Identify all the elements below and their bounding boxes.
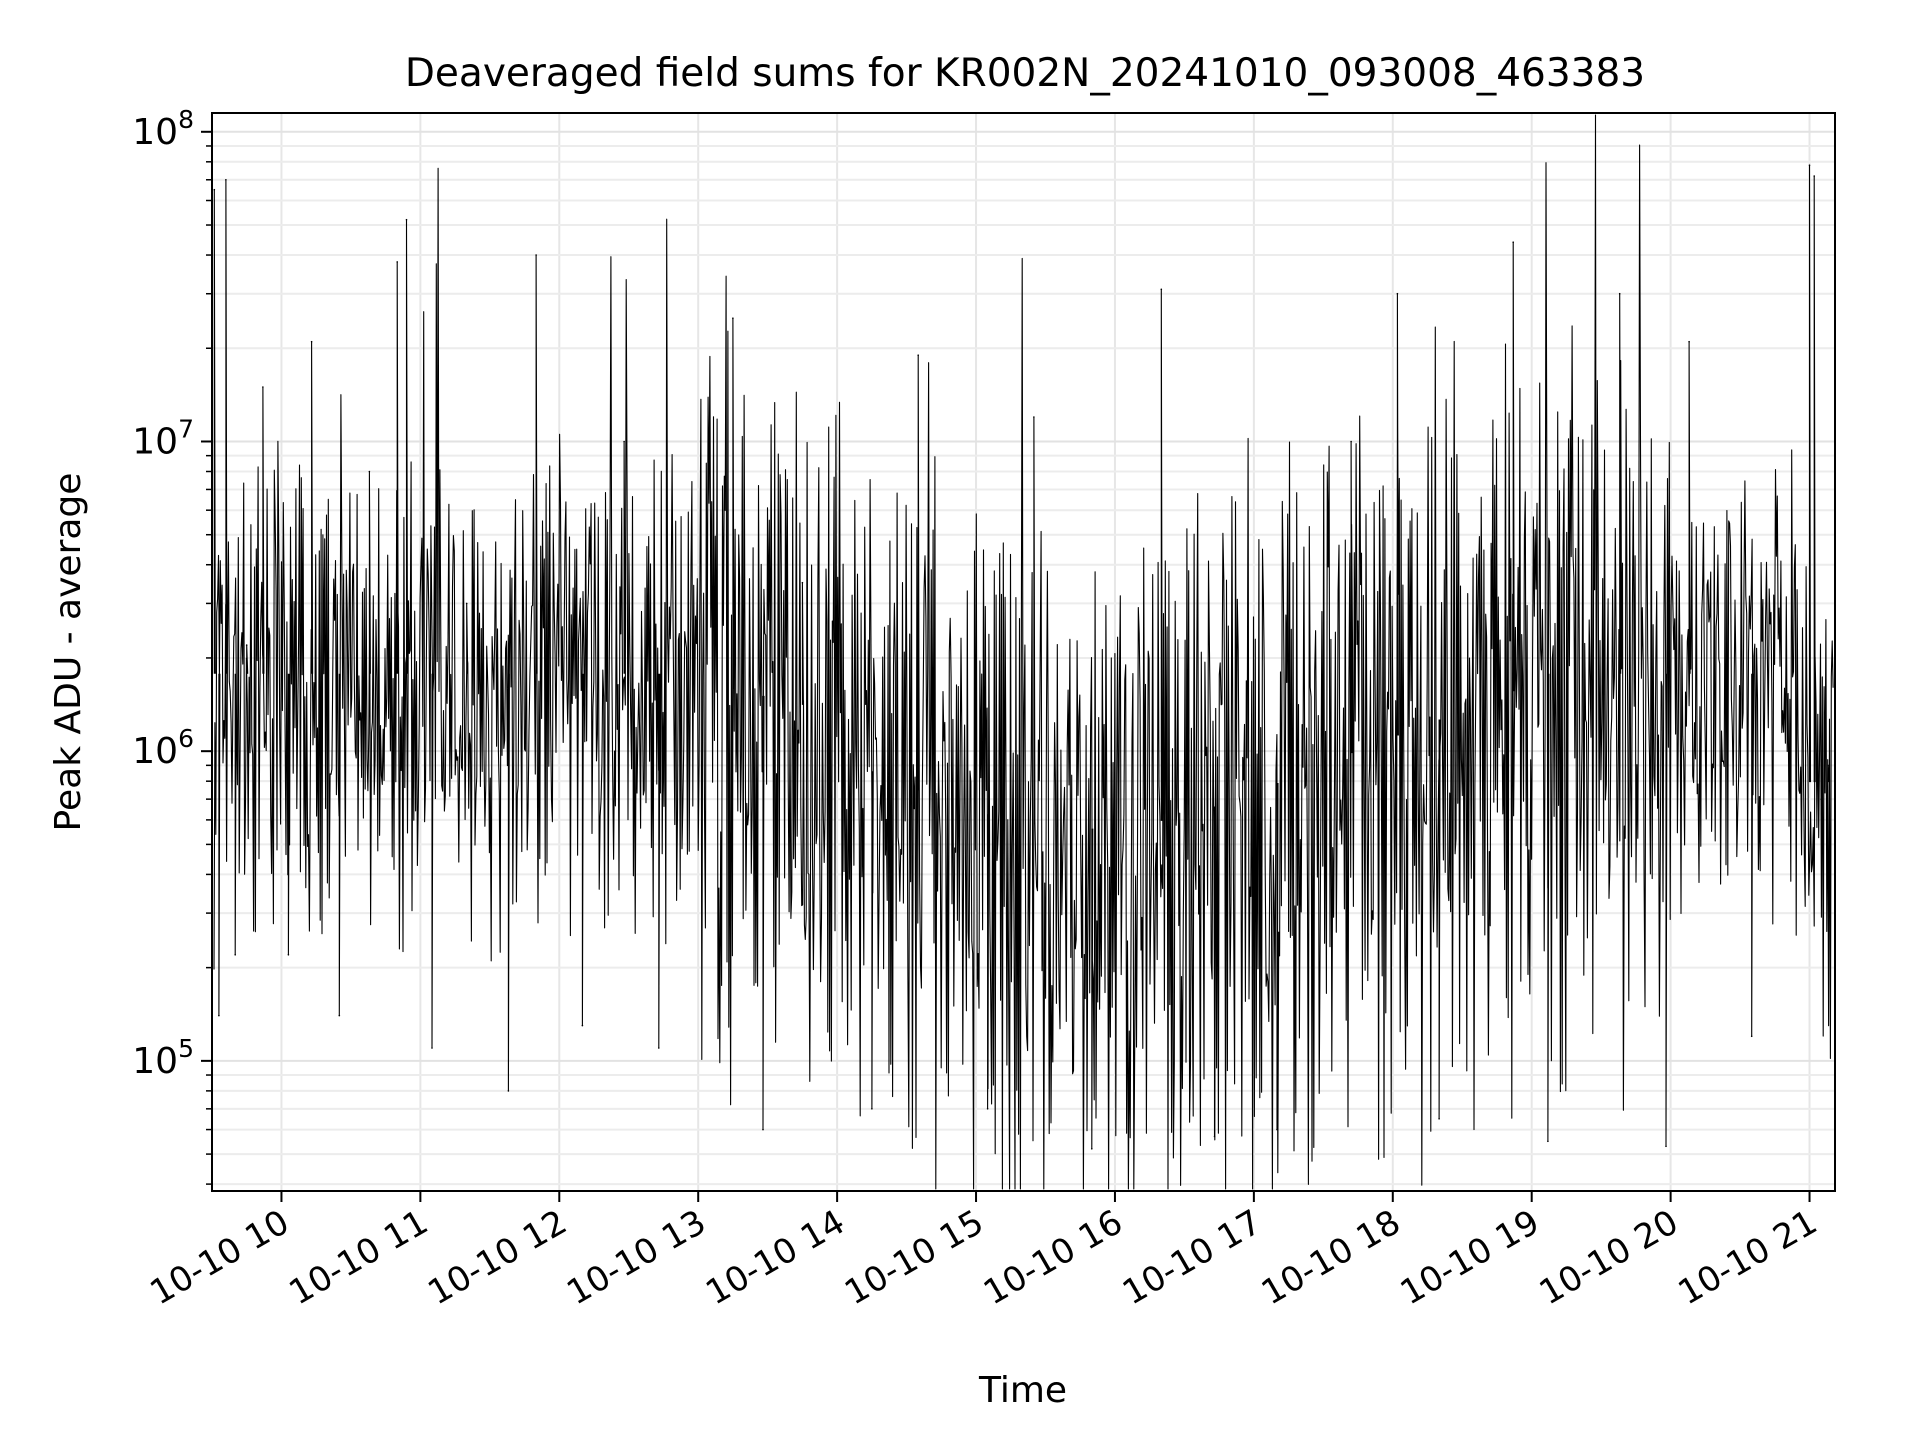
series-layer <box>213 114 1834 1190</box>
plot-area-frame <box>211 112 1836 1192</box>
y-tick-label: 106 <box>132 724 194 772</box>
y-tick-label: 105 <box>132 1034 194 1082</box>
y-tick-label: 107 <box>132 414 194 462</box>
y-axis-label: Peak ADU - average <box>48 473 89 832</box>
x-axis-label: Time <box>978 1370 1067 1411</box>
y-tick-label: 108 <box>132 105 194 153</box>
series-line <box>213 114 1834 1190</box>
chart-title: Deaveraged field sums for KR002N_2024101… <box>405 51 1645 96</box>
